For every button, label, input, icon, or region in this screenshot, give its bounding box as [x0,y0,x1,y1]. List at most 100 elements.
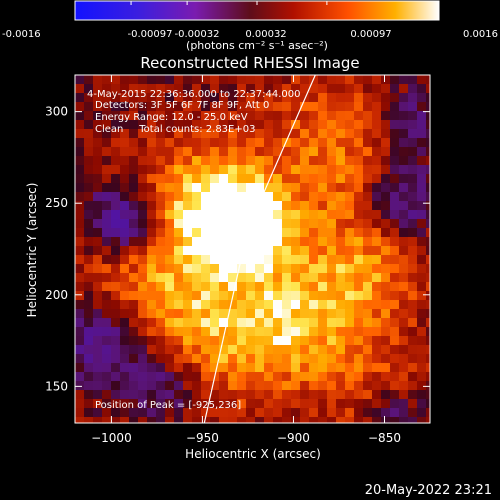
heatmap-cell [174,264,184,274]
heatmap-cell [192,264,202,274]
heatmap-cell [219,183,229,193]
heatmap-cell [129,282,139,292]
heatmap-cell [174,417,184,423]
heatmap-cell [291,399,301,409]
heatmap-cell [282,93,292,103]
heatmap-cell [300,408,310,418]
heatmap-cell [372,300,382,310]
heatmap-cell [282,84,292,94]
heatmap-cell [93,282,103,292]
heatmap-cell [273,246,283,256]
heatmap-cell [129,300,139,310]
heatmap-cell [372,138,382,148]
heatmap-cell [318,318,328,328]
heatmap-cell [102,246,112,256]
heatmap-cell [372,228,382,238]
heatmap-cell [300,102,310,112]
heatmap-cell [192,228,202,238]
heatmap-cell [138,75,148,85]
heatmap-cell [255,111,265,121]
heatmap-cell [363,318,373,328]
heatmap-cell [84,174,94,184]
heatmap-cell [102,345,112,355]
heatmap-cell [129,336,139,346]
heatmap-cell [309,255,319,265]
heatmap-cell [201,354,211,364]
heatmap-cell [147,273,157,283]
heatmap-cell [336,174,346,184]
heatmap-cell [228,300,238,310]
heatmap-cell [120,246,130,256]
heatmap-cell [336,75,346,85]
heatmap-cell [300,147,310,157]
heatmap-cell [246,318,256,328]
heatmap-cell [390,237,400,247]
heatmap-cell [345,381,355,391]
heatmap-cell [336,336,346,346]
heatmap-cell [282,255,292,265]
heatmap-cell [363,138,373,148]
heatmap-cell [156,138,166,148]
heatmap-cell [201,138,211,148]
heatmap-cell [381,120,391,130]
heatmap-cell [336,282,346,292]
colorbar-tick-label: -0.00032 [175,29,220,40]
heatmap-cell [84,93,94,103]
heatmap-cell [228,174,238,184]
heatmap-cell [156,300,166,310]
heatmap-cell [300,354,310,364]
heatmap-cell [156,246,166,256]
heatmap-cell [138,291,148,301]
heatmap-cell [354,255,364,265]
heatmap-cell [381,300,391,310]
heatmap-cell [264,291,274,301]
heatmap-cell [165,264,175,274]
heatmap-cell [201,156,211,166]
heatmap-cell [300,174,310,184]
heatmap-cell [363,273,373,283]
heatmap-cell [165,174,175,184]
heatmap-cell [120,345,130,355]
heatmap-cell [363,372,373,382]
heatmap-cell [102,273,112,283]
heatmap-cell [327,354,337,364]
heatmap-cell [93,201,103,211]
heatmap-cell [372,156,382,166]
heatmap-cell [165,255,175,265]
heatmap-cell [381,255,391,265]
heatmap-cell [201,318,211,328]
heatmap-cell [120,291,130,301]
heatmap-cell [372,129,382,139]
heatmap-cell [399,102,409,112]
heatmap-cell [354,111,364,121]
heatmap-cell [129,102,139,112]
heatmap-cell [282,381,292,391]
heatmap-cell [219,102,229,112]
heatmap-cell [201,381,211,391]
heatmap-cell [417,192,427,202]
heatmap-cell [300,246,310,256]
heatmap-cell [228,219,238,229]
heatmap-cell [345,282,355,292]
heatmap-cell [93,75,103,85]
heatmap-cell [120,255,130,265]
heatmap-cell [336,210,346,220]
heatmap-cell [156,228,166,238]
heatmap-cell [273,318,283,328]
heatmap-cell [219,246,229,256]
heatmap-cell [246,138,256,148]
heatmap-cell [363,246,373,256]
heatmap-cell [75,345,85,355]
heatmap-cell [318,129,328,139]
heatmap-cell [183,345,193,355]
heatmap-cell [246,192,256,202]
heatmap-cell [138,165,148,175]
heatmap-cell [309,174,319,184]
heatmap-cell [111,372,121,382]
heatmap-cell [102,84,112,94]
heatmap-cell [147,75,157,85]
heatmap-cell [255,264,265,274]
heatmap-cell [363,345,373,355]
heatmap-cell [372,336,382,346]
heatmap-cell [417,138,427,148]
